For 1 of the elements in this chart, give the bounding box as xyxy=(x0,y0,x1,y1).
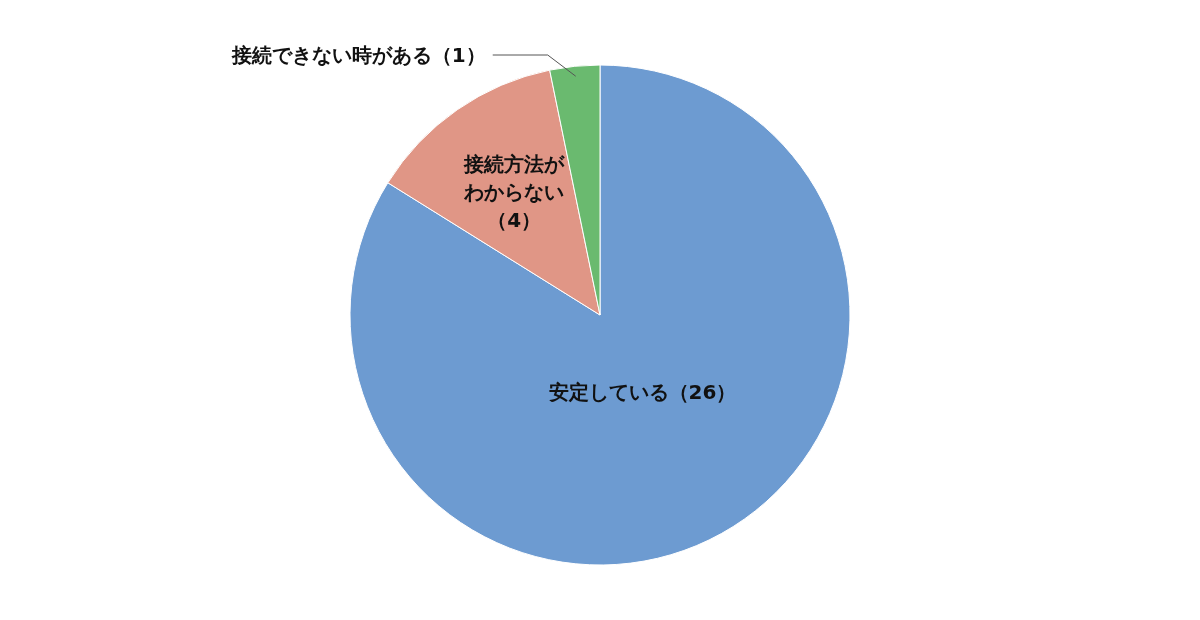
slice-label: 接続できない時がある（1） xyxy=(230,43,486,67)
